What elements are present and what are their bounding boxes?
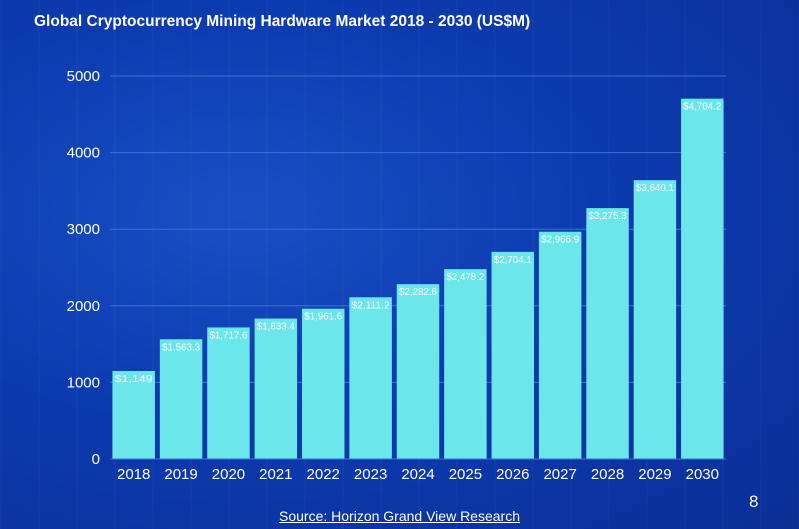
chart-title: Global Cryptocurrency Mining Hardware Ma… [34,13,531,30]
y-tick-label-0: 0 [92,451,100,468]
x-tick-label-2022: 2022 [307,466,340,483]
data-label-2019: $1,563.3 [162,342,200,353]
bar-2025 [444,269,487,459]
bar-2028 [586,208,629,459]
bar-2024 [396,284,440,459]
y-tick-label-4000: 4000 [67,145,100,162]
bar-2018 [112,370,155,459]
bar-2030 [681,98,724,460]
bar-2023 [349,297,392,459]
y-tick-label-5000: 5000 [67,68,100,85]
x-tick-label-2030: 2030 [686,466,719,483]
y-tick-label-3000: 3000 [67,221,100,238]
data-label-2028: $3,275.3 [589,211,627,222]
data-label-2023: $2,111.2 [352,300,390,311]
y-tick-label-1000: 1000 [67,374,100,391]
x-tick-label-2018: 2018 [117,466,150,483]
y-tick-label-2000: 2000 [67,298,100,315]
x-tick-label-2027: 2027 [543,466,576,483]
bar-2020 [207,327,250,459]
x-tick-label-2026: 2026 [496,466,529,483]
source-link[interactable]: Source: Horizon Grand View Research [279,508,520,524]
data-label-2027: $2,966.9 [541,235,579,246]
x-tick-label-2021: 2021 [259,466,292,483]
bar-2029 [633,180,677,459]
bar-2021 [254,318,298,459]
x-tick-label-2025: 2025 [449,466,482,483]
bar-2027 [538,231,582,459]
x-tick-label-2029: 2029 [638,466,671,483]
data-label-2029: $3,640.1 [636,183,674,194]
x-tick-label-2019: 2019 [164,466,197,483]
bar-2026 [491,251,535,459]
data-label-2021: $1,833.4 [257,322,295,333]
data-label-2020: $1,717.6 [209,330,247,341]
page-number: 8 [749,492,759,511]
data-label-2026: $2,704.1 [494,255,532,266]
x-tick-label-2023: 2023 [354,466,387,483]
data-label-2024: $2,282.6 [399,287,437,298]
data-label-2030: $4,704.2 [683,102,721,113]
data-label-2025: $2,478.2 [446,272,484,283]
x-tick-label-2020: 2020 [212,466,245,483]
x-tick-label-2028: 2028 [591,466,624,483]
x-tick-label-2024: 2024 [401,466,434,483]
data-label-2022: $1,961.6 [304,312,342,323]
bar-2019 [159,339,203,459]
data-label-2018: $1,149 [115,374,154,385]
bar-2022 [301,308,345,459]
